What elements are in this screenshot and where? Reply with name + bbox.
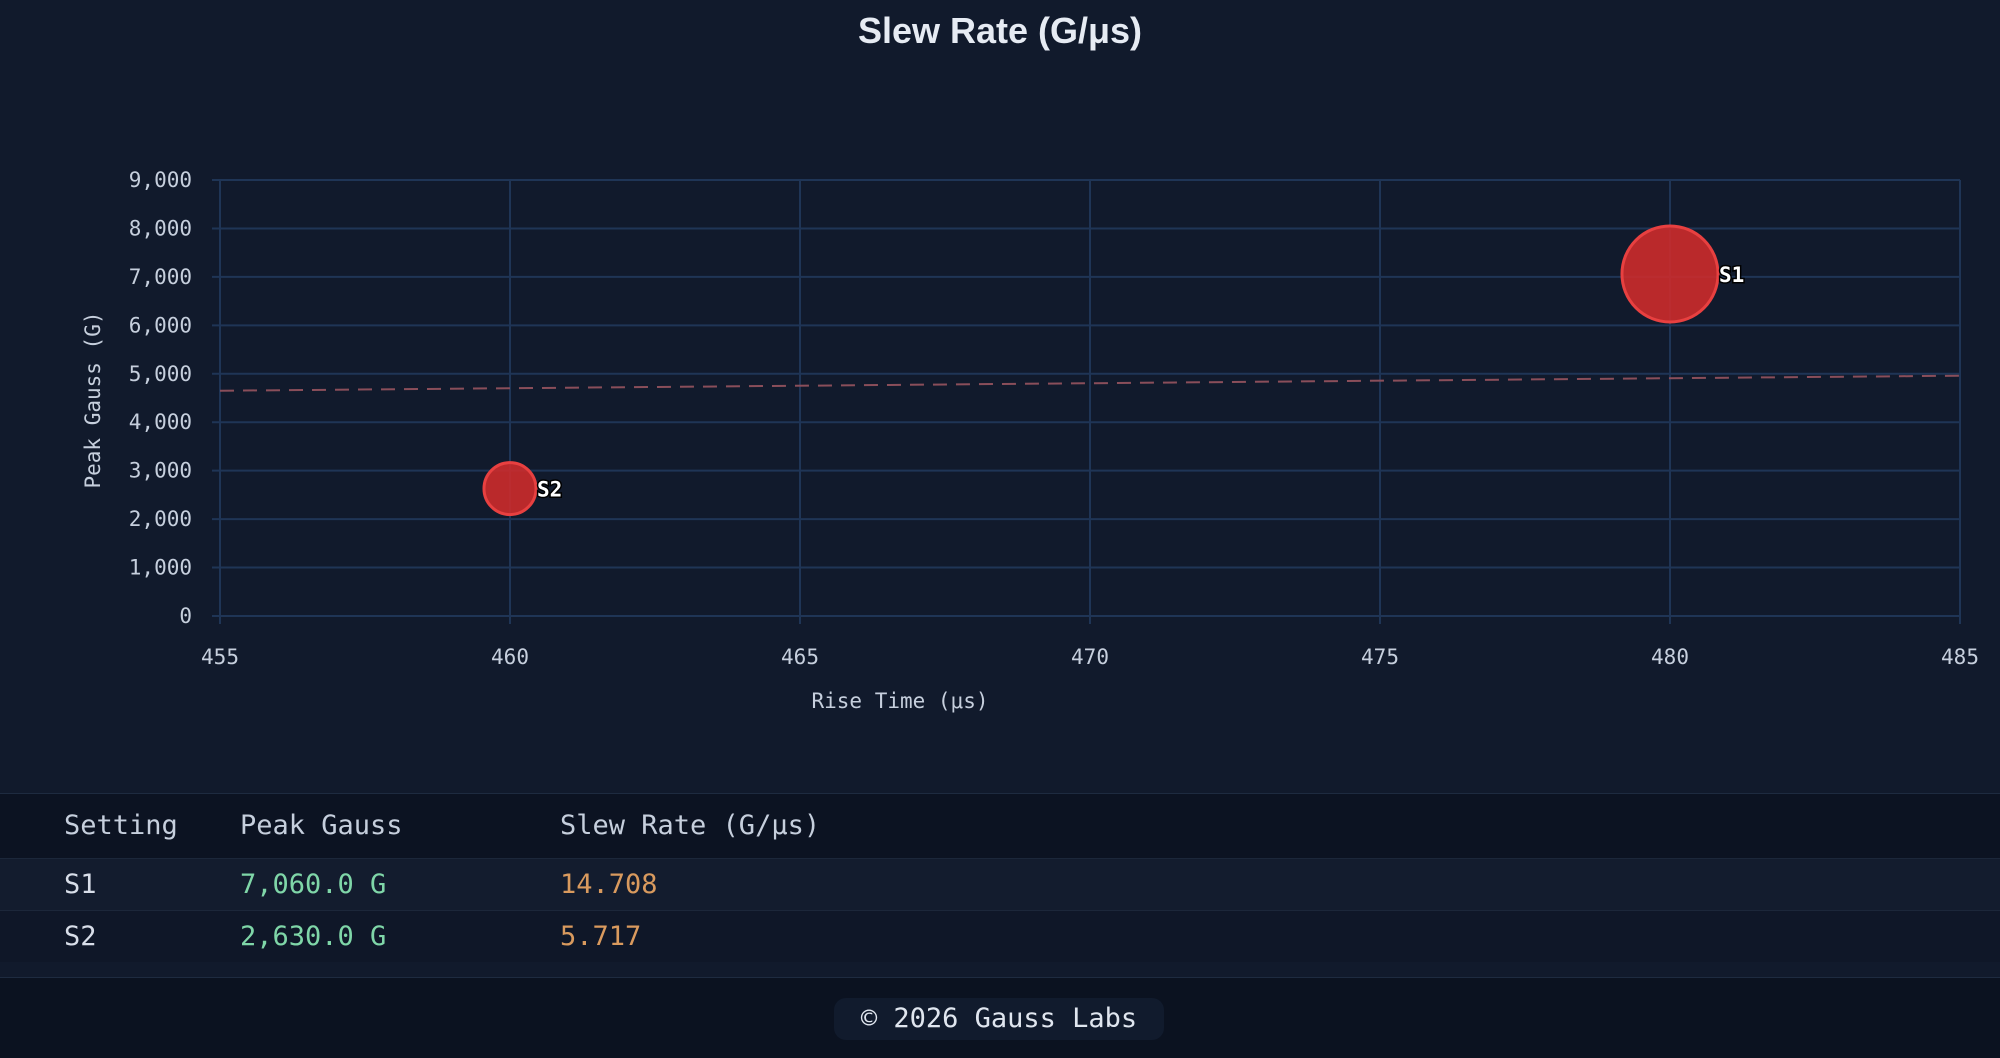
y-tick-label: 6,000 [129, 313, 192, 337]
cell-peak-gauss: 2,630.0 G [240, 920, 387, 952]
chart-title: Slew Rate (G/μs) [857, 10, 1143, 51]
table-header-row: Setting Peak Gauss Slew Rate (G/μs) [0, 794, 2000, 858]
header-setting: Setting [64, 810, 178, 842]
x-axis-label: Rise Time (μs) [811, 689, 988, 713]
scatter-chart: 455 460 465 470 475 480 485 0 1,000 2,000 3,000 4,0… [81, 168, 1979, 713]
y-tick-label: 4,000 [129, 410, 192, 434]
point-label: S2 [537, 478, 562, 502]
y-tick-label: 3,000 [129, 459, 192, 483]
x-tick-label: 455 [201, 645, 239, 669]
y-tick-label: 0 [179, 604, 192, 628]
x-tick-label: 485 [1941, 645, 1979, 669]
trendline-layer [219, 374, 1961, 392]
y-tick-label: 8,000 [129, 216, 192, 240]
tick-labels: 455 460 465 470 475 480 485 0 1,000 2,000 3,000 4,0… [129, 168, 1979, 669]
y-tick-label: 2,000 [129, 507, 192, 531]
data-points: S1 S2 [482, 224, 1746, 517]
trendline [219, 374, 1961, 392]
grid [212, 179, 1961, 624]
data-table: Setting Peak Gauss Slew Rate (G/μs) S1 7… [0, 794, 2000, 962]
y-tick-label: 9,000 [129, 168, 192, 192]
cell-setting: S2 [64, 920, 97, 952]
y-tick-label: 5,000 [129, 362, 192, 386]
y-tick-label: 7,000 [129, 265, 192, 289]
footer: © 2026 Gauss Labs [0, 977, 2000, 1058]
header-peak-gauss: Peak Gauss [240, 810, 403, 842]
cell-slew-rate: 14.708 [560, 868, 658, 900]
y-axis-label: Peak Gauss (G) [81, 311, 105, 488]
x-tick-label: 480 [1651, 645, 1689, 669]
cell-slew-rate: 5.717 [560, 920, 642, 952]
data-point[interactable] [1620, 224, 1720, 324]
table-row: S1 7,060.0 G 14.708 [0, 858, 2000, 910]
x-tick-label: 470 [1071, 645, 1109, 669]
footer-copyright: © 2026 Gauss Labs [834, 998, 1164, 1040]
data-point[interactable] [482, 461, 538, 517]
cell-setting: S1 [64, 868, 97, 900]
x-tick-label: 475 [1361, 645, 1399, 669]
cell-peak-gauss: 7,060.0 G [240, 868, 387, 900]
y-tick-label: 1,000 [129, 556, 192, 580]
header-slew-rate: Slew Rate (G/μs) [560, 810, 821, 842]
table-row: S2 2,630.0 G 5.717 [0, 910, 2000, 962]
point-label: S1 [1719, 263, 1744, 287]
data-table-container: Setting Peak Gauss Slew Rate (G/μs) S1 7… [0, 793, 2000, 962]
x-tick-label: 460 [491, 645, 529, 669]
x-tick-label: 465 [781, 645, 819, 669]
